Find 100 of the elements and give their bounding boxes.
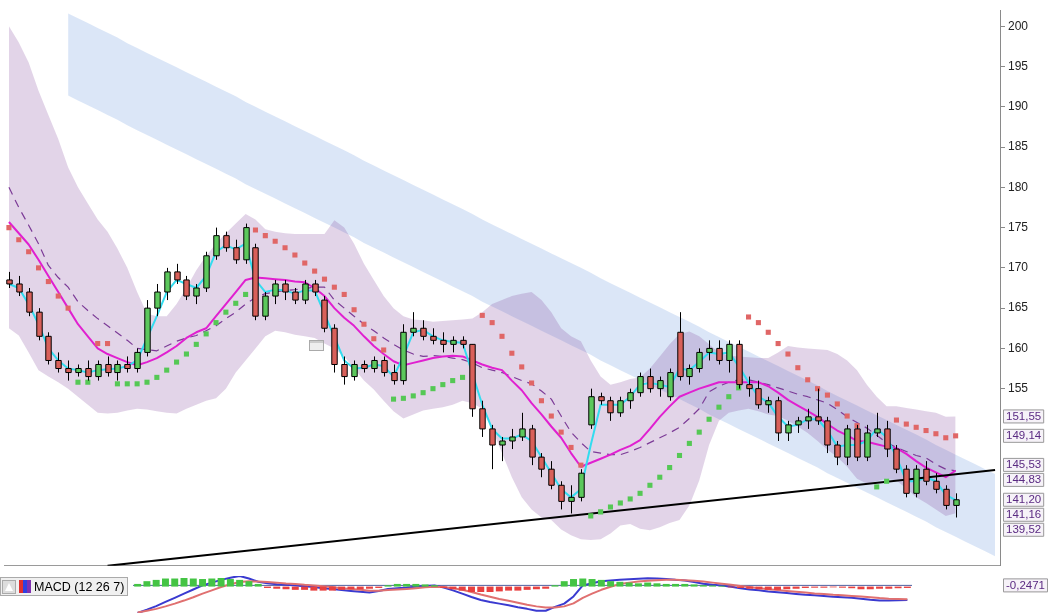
point <box>874 484 880 490</box>
bar <box>310 586 318 591</box>
y-tick-label: 165 <box>1008 300 1029 315</box>
bar <box>134 583 142 587</box>
y-tick-label: 160 <box>1008 340 1029 355</box>
point <box>164 367 170 373</box>
candlestick <box>272 279 279 305</box>
bar <box>226 579 234 587</box>
y-tick-label: 200 <box>1008 18 1029 33</box>
point <box>607 504 614 510</box>
point <box>321 276 328 282</box>
point <box>745 314 752 320</box>
point <box>371 336 377 342</box>
point <box>499 333 505 339</box>
point <box>460 374 466 380</box>
point <box>529 380 535 386</box>
point <box>450 378 456 384</box>
point <box>154 374 160 380</box>
bar <box>644 582 652 587</box>
point <box>193 341 199 347</box>
point <box>26 249 32 255</box>
text: -0,2471 <box>1006 578 1046 591</box>
annotation: 149,14 <box>1006 429 1042 442</box>
point <box>430 386 436 392</box>
bar <box>625 582 633 587</box>
candlestick <box>884 420 891 458</box>
bar <box>273 586 281 589</box>
point <box>943 435 949 441</box>
point <box>312 268 318 274</box>
point <box>805 377 811 383</box>
point <box>893 417 899 423</box>
bar <box>208 578 216 587</box>
point <box>884 478 890 484</box>
point <box>410 393 416 399</box>
bar <box>458 586 466 591</box>
point <box>55 293 61 299</box>
y-tick-label: 175 <box>1008 219 1029 234</box>
point <box>706 416 712 422</box>
bar <box>885 586 893 589</box>
bar <box>254 583 262 587</box>
bar <box>505 586 513 591</box>
annotation: 141,20 <box>1006 492 1042 505</box>
point <box>341 291 347 297</box>
bar <box>597 579 605 587</box>
bar <box>523 586 531 590</box>
bar <box>579 578 587 587</box>
bar <box>634 583 642 587</box>
text: 141,16 <box>1006 507 1042 520</box>
bar <box>217 578 225 587</box>
chart-title: MACD (12 26 7) <box>34 579 125 594</box>
point <box>913 424 919 430</box>
point <box>637 490 643 496</box>
point <box>390 396 397 402</box>
y-tick-label: 155 <box>1008 380 1029 395</box>
point <box>509 350 515 356</box>
point <box>824 392 830 398</box>
y-tick-label: 195 <box>1008 58 1029 73</box>
point <box>65 305 71 311</box>
point <box>755 320 761 326</box>
bar <box>468 586 475 592</box>
point <box>302 260 308 266</box>
point <box>726 394 732 400</box>
bar <box>421 584 429 587</box>
point <box>272 238 278 244</box>
bar <box>403 583 411 587</box>
point <box>489 320 495 326</box>
point <box>420 390 426 396</box>
bar <box>291 586 299 590</box>
bar <box>690 584 698 587</box>
bar <box>143 581 151 587</box>
point <box>114 381 120 387</box>
bar <box>588 579 596 587</box>
annotation: 145,53 <box>1006 458 1042 471</box>
candlestick <box>953 492 960 518</box>
point <box>953 433 959 439</box>
point <box>351 307 357 313</box>
bar <box>672 583 679 587</box>
point <box>262 233 268 239</box>
point <box>233 300 239 306</box>
point <box>538 398 544 404</box>
point <box>923 427 929 434</box>
y-tick-label: 190 <box>1008 99 1029 114</box>
text: 144,83 <box>1006 473 1042 486</box>
bar <box>412 583 420 587</box>
point <box>282 245 288 251</box>
point <box>105 341 111 347</box>
point <box>124 381 130 387</box>
point <box>400 395 406 401</box>
bar <box>338 586 346 590</box>
point <box>223 309 229 315</box>
point <box>657 474 663 480</box>
bar <box>560 581 568 587</box>
point <box>75 379 81 385</box>
point <box>785 351 791 357</box>
point <box>243 291 249 297</box>
bar <box>161 578 169 587</box>
point <box>558 429 564 435</box>
point <box>479 312 485 318</box>
point <box>617 500 623 506</box>
annotation: 139,52 <box>1006 522 1042 535</box>
